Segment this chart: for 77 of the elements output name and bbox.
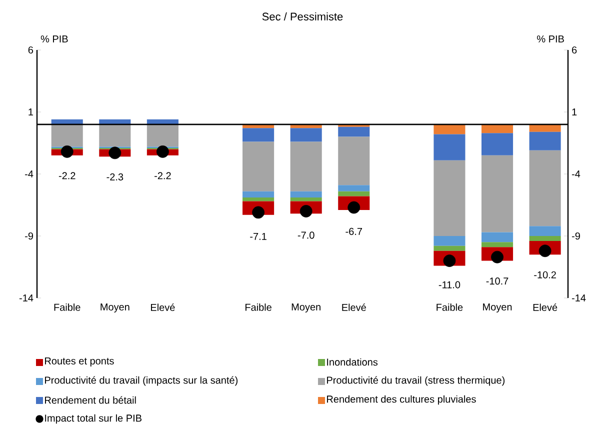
y2-tick-label: 6 — [572, 46, 577, 54]
bar — [434, 160, 466, 236]
point — [252, 206, 264, 219]
data-label: -10.2 — [534, 271, 556, 278]
bar — [481, 133, 514, 156]
bar — [481, 242, 514, 248]
legend-label: Productivité du travail (stress thermique) — [327, 376, 505, 386]
chart-title: Sec / Pessimiste — [262, 12, 343, 20]
bar — [481, 155, 514, 232]
x-tick-label: Faible — [245, 304, 272, 311]
y-tick-label: -4 — [25, 170, 34, 178]
y2-tick-label: 1 — [572, 108, 577, 116]
bar — [146, 124, 178, 147]
bar — [290, 198, 322, 202]
bar — [529, 226, 561, 236]
bar — [434, 246, 466, 251]
data-label: -2.2 — [58, 172, 76, 180]
bar — [290, 191, 322, 198]
x-tick-label: Faible — [54, 304, 80, 311]
point — [300, 204, 312, 218]
bar — [338, 136, 370, 186]
data-label: -7.0 — [298, 232, 314, 239]
data-label: -2.3 — [106, 173, 124, 180]
bar — [529, 132, 561, 150]
y-tick-label: 6 — [28, 46, 34, 54]
data-label: -7.1 — [250, 232, 266, 240]
bar — [51, 124, 83, 147]
legend-label: Routes et ponts — [45, 358, 114, 366]
bar — [434, 236, 466, 246]
y-tick-label: -9 — [25, 232, 34, 240]
bar — [434, 134, 466, 160]
bar — [529, 124, 561, 132]
y2-axis-title: % PIB — [537, 35, 564, 42]
y2-tick-label: -9 — [572, 232, 580, 240]
bar — [290, 142, 322, 192]
data-label: -11.0 — [438, 281, 460, 288]
bar — [242, 128, 274, 142]
bar — [434, 124, 466, 134]
x-tick-label: Moyen — [100, 304, 130, 312]
x-tick-label: Elevé — [151, 304, 175, 311]
data-label: -6.7 — [346, 228, 362, 236]
x-tick-label: Moyen — [292, 304, 320, 312]
bar — [481, 232, 514, 242]
legend-label: Rendement des cultures pluviales — [327, 395, 476, 405]
bar — [99, 124, 131, 147]
data-label: -2.2 — [154, 172, 171, 180]
point — [156, 145, 169, 158]
point — [348, 201, 360, 214]
bar — [529, 150, 561, 226]
x-tick-label: Elevé — [342, 304, 366, 311]
data-label: -10.7 — [486, 278, 508, 285]
bar — [338, 191, 370, 196]
bar — [338, 185, 370, 192]
point — [60, 145, 74, 158]
y2-tick-label: -4 — [572, 170, 580, 178]
point — [443, 254, 456, 267]
legend-label: Impact total sur le PIB — [45, 414, 142, 424]
bar — [529, 236, 561, 241]
bar — [290, 128, 322, 142]
x-tick-label: Moyen — [483, 304, 512, 312]
bar — [481, 124, 514, 134]
legend-label: Rendement du bétail — [45, 396, 136, 404]
y2-tick-label: -14 — [572, 294, 586, 302]
y-axis-title: % PIB — [40, 35, 68, 42]
bar — [242, 191, 274, 198]
legend-label: Productivité du travail (impacts sur la santé) — [45, 376, 238, 386]
point — [491, 250, 504, 264]
x-tick-label: Faible — [436, 304, 463, 311]
point — [108, 146, 122, 160]
x-tick-label: Elevé — [533, 304, 558, 311]
y-tick-label: -14 — [19, 294, 34, 302]
point — [538, 244, 552, 258]
bar — [242, 142, 274, 192]
legend-label: Inondations — [327, 358, 378, 366]
bar — [242, 198, 274, 202]
y-tick-label: 1 — [28, 108, 33, 116]
bar — [338, 126, 370, 137]
